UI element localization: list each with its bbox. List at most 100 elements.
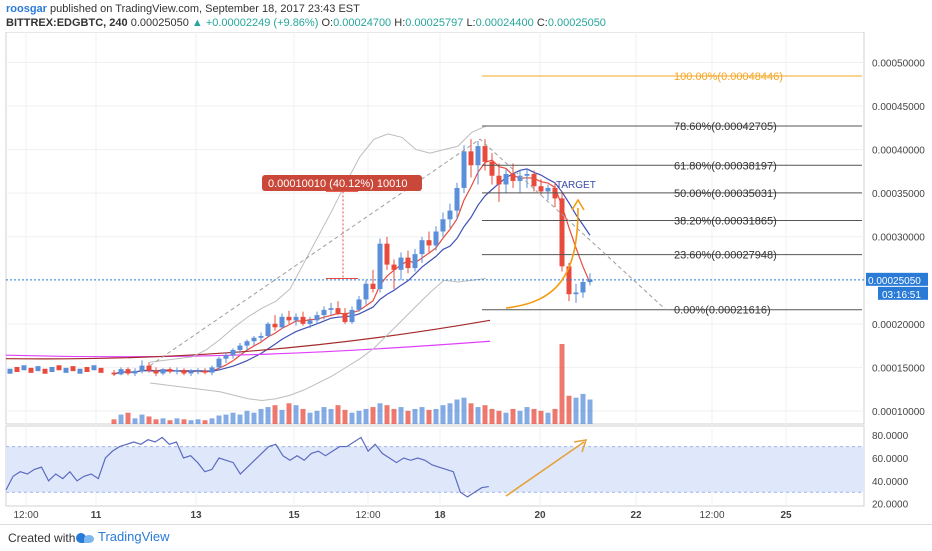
- volume-bar: [272, 405, 278, 424]
- volume-bar: [356, 410, 362, 424]
- volume-bar: [531, 408, 537, 424]
- volume-bar: [209, 418, 215, 424]
- candle-body: [377, 243, 383, 289]
- candle-body: [412, 254, 418, 269]
- volume-bar: [377, 403, 383, 424]
- rsi-band: [6, 446, 864, 493]
- candle-body: [475, 146, 481, 166]
- volume-bar: [286, 403, 292, 424]
- candle-body: [223, 355, 229, 359]
- close-value: 0.00025050: [547, 17, 606, 29]
- volume-bar: [279, 409, 285, 424]
- volume-bar: [559, 344, 565, 424]
- candle-body: [419, 240, 425, 255]
- chart-header: roosgar published on TradingView.com, Se…: [6, 2, 926, 32]
- volume-bar: [216, 415, 222, 424]
- rsi-arrow: [505, 441, 585, 497]
- candle-body: [398, 257, 404, 270]
- last-price: 0.00025050: [130, 17, 189, 29]
- candle-body: [35, 366, 41, 372]
- volume-bar: [510, 408, 516, 424]
- volume-bar: [363, 408, 369, 424]
- candle-body: [314, 315, 320, 321]
- price-tick-label: 0.00035000: [872, 189, 925, 200]
- rsi-line: [5, 436, 489, 498]
- candle-body: [230, 349, 236, 356]
- candle-body: [272, 323, 278, 328]
- price-chart[interactable]: 100.00%(0.00048446) 78.60%(0.00042705) 61.…: [0, 32, 932, 522]
- bollinger-upper: [149, 125, 487, 363]
- candle-body: [300, 316, 306, 324]
- candle-body: [42, 368, 48, 374]
- volume-bar: [188, 420, 194, 424]
- volume-bar: [426, 409, 432, 424]
- price-tick-label: 0.00045000: [872, 102, 925, 113]
- volume-bar: [482, 405, 488, 424]
- main-pane[interactable]: [5, 32, 865, 425]
- price-tick-label: 0.00010000: [872, 407, 925, 418]
- candle-body: [363, 283, 369, 300]
- volume-bar: [524, 407, 530, 424]
- candle-body: [77, 368, 83, 374]
- candle-body: [174, 369, 180, 372]
- volume-bar: [202, 420, 208, 424]
- rsi-indicator: 80.0000 60.0000 40.0000 20.0000: [5, 431, 909, 511]
- candle-body: [482, 146, 488, 162]
- candle-body: [517, 175, 523, 181]
- time-axis[interactable]: 12:00 11 13 15 12:00 18 20 22 12:00 25: [13, 510, 792, 521]
- candle-body: [98, 367, 104, 373]
- candle-body: [531, 173, 537, 187]
- candle-body: [237, 345, 243, 350]
- volume-bar: [517, 410, 523, 424]
- candle-body: [573, 292, 579, 295]
- candle-body: [356, 299, 362, 310]
- time-tick-label: 12:00: [355, 510, 380, 521]
- candle-body: [132, 370, 138, 374]
- time-tick-label: 20: [534, 510, 546, 521]
- volume-bar: [503, 412, 509, 424]
- candle-body: [468, 151, 474, 166]
- target-arrow: [505, 207, 579, 309]
- candle-body: [293, 316, 299, 321]
- volume-bar: [160, 418, 166, 424]
- fib-retracement[interactable]: 100.00%(0.00048446) 78.60%(0.00042705) 61.…: [482, 71, 862, 317]
- volume-bar: [153, 419, 159, 424]
- volume-bar: [370, 407, 376, 424]
- fib-level-label: 61.80%(0.00038197): [674, 160, 777, 172]
- candle-body: [545, 187, 551, 192]
- volume-bar: [468, 403, 474, 424]
- price-tick-label: 0.00040000: [872, 146, 925, 157]
- candle-body: [279, 316, 285, 328]
- volume-bar: [461, 397, 467, 424]
- candle-body: [160, 369, 166, 374]
- tradingview-logo[interactable]: TradingView: [76, 529, 170, 544]
- candle-body: [118, 369, 124, 375]
- ma-magenta-line: [5, 340, 491, 358]
- volume-bar: [174, 418, 180, 424]
- author-name[interactable]: roosgar: [6, 3, 47, 15]
- candle-body: [433, 231, 439, 246]
- time-tick-label: 25: [780, 510, 792, 521]
- symbol-label[interactable]: BITTREX:EDGBTC, 240: [6, 17, 128, 29]
- volume-bar: [230, 412, 236, 424]
- annotations[interactable]: 0.00025050 03:16:51 0.00010010 (40.12%) 10…: [6, 138, 928, 367]
- volume-bar: [258, 408, 264, 424]
- time-tick-label: 11: [91, 510, 102, 521]
- volume-bar: [384, 405, 390, 424]
- candle-body: [328, 308, 334, 310]
- candle-body: [49, 366, 55, 372]
- candle-body: [587, 279, 593, 283]
- volume-bar: [251, 412, 257, 424]
- high-label: H:: [394, 17, 406, 29]
- candle-body: [251, 337, 257, 342]
- candle-body: [28, 367, 34, 373]
- candle-body: [91, 365, 97, 371]
- low-label: L:: [466, 17, 476, 29]
- volume-bar: [489, 408, 495, 424]
- created-with-text: Created with: [8, 531, 76, 545]
- price-axis[interactable]: 0.00050000 0.00045000 0.00040000 0.00035000…: [872, 58, 925, 417]
- volume-bar: [398, 407, 404, 424]
- rsi-tick-label: 40.0000: [872, 477, 909, 488]
- volume-bar: [447, 403, 453, 424]
- candle-body: [56, 365, 62, 371]
